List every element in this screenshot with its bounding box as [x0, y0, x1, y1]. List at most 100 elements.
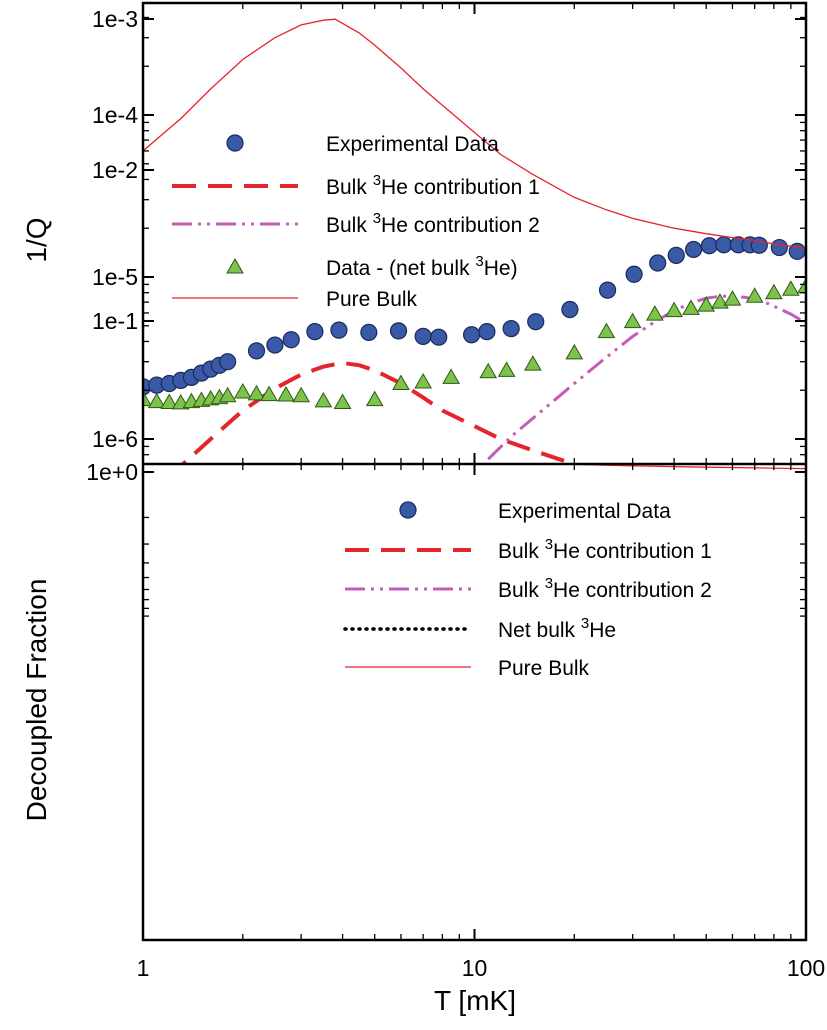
bottom-experimental-data-point	[333, 100, 349, 116]
bottom-y-tick-label: 1e-3	[92, 6, 138, 32]
top-legend-item: Pure Bulk	[172, 288, 418, 311]
top-experimental-data-point	[266, 336, 284, 354]
top-experimental-data-point	[715, 236, 733, 254]
top-data-net-bulk-3he-point	[623, 312, 642, 329]
top-y-tick-label: 1e-6	[92, 426, 138, 452]
axes-frame: 1 10 100	[137, 1, 825, 981]
top-data-net-bulk-3he-point	[682, 299, 700, 315]
bottom-experimental-data-point	[698, 189, 714, 205]
top-pure-bulk-line	[143, 18, 806, 250]
top-experimental-data-point	[667, 246, 685, 264]
top-ylabel: 1/Q	[21, 217, 52, 262]
bottom-y-ticks: 1e-4 1e-3 1e-2 1e-1 1e+0	[86, 6, 806, 617]
bottom-y-tick-label: 1e+0	[86, 459, 138, 485]
top-data-net-bulk-3he-point	[479, 362, 498, 379]
top-data-net-bulk-3he-point	[497, 361, 516, 377]
bottom-y-tick-label: 1e-1	[92, 308, 138, 334]
top-experimental-data-point	[360, 323, 378, 342]
bottom-legend-label: Bulk 3He contribution 2	[498, 575, 712, 602]
bottom-experimental-data-point	[524, 139, 540, 155]
top-plot-area	[143, 18, 806, 464]
top-data-net-bulk-3he-point	[314, 391, 333, 408]
top-data-net-bulk-3he-point	[414, 372, 433, 389]
bottom-x-ticks	[142, 464, 807, 940]
top-data-net-bulk-3he-point	[745, 287, 764, 303]
top-experimental-data-point	[478, 323, 496, 341]
top-experimental-data-point	[282, 331, 300, 349]
top-experimental-data-point	[389, 322, 408, 340]
top-experimental-data-point	[462, 326, 481, 344]
top-experimental-data-point	[561, 300, 579, 319]
bottom-legend-label: Bulk 3He contribution 1	[498, 536, 712, 563]
bottom-bulk-3he-contribution-1-line	[143, 0, 806, 151]
top-y-ticks: 1e-6 1e-5 1e-4	[92, 16, 806, 456]
x-tick-label: 1	[137, 955, 150, 981]
top-experimental-data-point	[219, 353, 237, 371]
top-experimental-data-point	[502, 320, 520, 338]
top-data-net-bulk-3he-point	[147, 392, 166, 409]
top-data-net-bulk-3he-point	[797, 277, 806, 294]
bottom-legend-item: Bulk 3He contribution 1	[345, 536, 712, 563]
top-legend-marker-triangle	[226, 257, 244, 274]
axes-border	[141, 1, 808, 942]
bottom-legend-item: Experimental Data	[399, 500, 671, 523]
top-data-net-bulk-3he-point	[247, 384, 266, 401]
top-legend-label: Experimental Data	[326, 133, 499, 156]
top-y-tick-label: 1e-5	[92, 264, 138, 290]
top-data-net-bulk-3he-point	[277, 385, 295, 402]
top-experimental-data-point	[684, 240, 703, 259]
top-legend-label: Bulk 3He contribution 2	[326, 210, 540, 237]
top-data-net-bulk-3he-point	[697, 296, 716, 312]
top-legend-label: Bulk 3He contribution 1	[326, 172, 540, 199]
top-data-net-bulk-3he-point	[524, 355, 542, 371]
bottom-experimental-data-point	[598, 143, 614, 159]
top-bulk-3he-contribution-2-line	[487, 294, 806, 461]
bottom-bulk-3he-contribution-2-line	[495, 0, 806, 203]
bottom-experimental-data-point	[666, 168, 682, 184]
top-bulk-3he-contribution-1-line	[180, 360, 575, 464]
top-y-tick-label: 1e-4	[92, 102, 138, 128]
top-experimental-data-point	[414, 327, 432, 345]
top-data-net-bulk-3he-point	[333, 393, 352, 409]
top-data-net-bulk-3he-point	[781, 280, 800, 296]
bottom-experimental-data-point	[331, 83, 347, 99]
top-panel: Experimental Data Bulk 3He contribution 1…	[92, 3, 807, 464]
top-data-net-bulk-3he-point	[711, 293, 729, 309]
bottom-legend-label: Experimental Data	[498, 500, 671, 523]
x-tick-label: 100	[787, 955, 825, 981]
bottom-y-tick-label: 1e-2	[92, 157, 138, 183]
top-data-net-bulk-3he-point	[765, 283, 783, 300]
top-experimental-data-point	[700, 237, 718, 255]
top-legend-item: Experimental Data	[226, 133, 499, 156]
bottom-legend-label: Pure Bulk	[498, 657, 590, 680]
bottom-legend: Experimental Data Bulk 3He contribution 1…	[343, 500, 712, 680]
top-legend-item: Bulk 3He contribution 1	[172, 172, 540, 199]
bottom-experimental-data-point	[364, 110, 380, 126]
top-experimental-data-point	[770, 238, 788, 257]
top-data-net-bulk-3he-point	[723, 290, 742, 306]
bottom-experimental-data-point	[736, 207, 752, 223]
top-data-net-bulk-3he-point	[292, 386, 311, 403]
top-data-net-bulk-3he-point	[645, 305, 664, 321]
bottom-experimental-data-point	[636, 154, 652, 170]
bottom-experimental-data-point	[647, 162, 663, 178]
bottom-legend-label: Net bulk 3He	[498, 615, 616, 642]
top-data-net-bulk-3he-point	[143, 390, 152, 407]
top-data-net-bulk-3he-point	[597, 322, 616, 339]
top-legend-marker-circle	[226, 134, 244, 152]
bottom-legend-item: Bulk 3He contribution 2	[345, 575, 712, 602]
top-experimental-data-point	[527, 313, 545, 331]
top-experimental-data-point	[750, 236, 768, 254]
x-tick-label: 10	[462, 955, 488, 981]
top-data-net-bulk-3he-point	[233, 383, 252, 399]
bottom-experimental-data-point	[565, 139, 581, 155]
bottom-experimental-data-point	[291, 33, 307, 49]
top-data-net-bulk-3he-point	[442, 368, 460, 384]
top-data-net-bulk-3he-point	[565, 343, 584, 360]
top-experimental-data-point	[598, 281, 617, 299]
bottom-legend-marker-circle	[399, 501, 417, 519]
top-legend: Experimental Data Bulk 3He contribution 1…	[172, 133, 540, 311]
top-legend-label: Pure Bulk	[326, 288, 418, 311]
top-data-net-bulk-3he-point	[365, 390, 384, 407]
